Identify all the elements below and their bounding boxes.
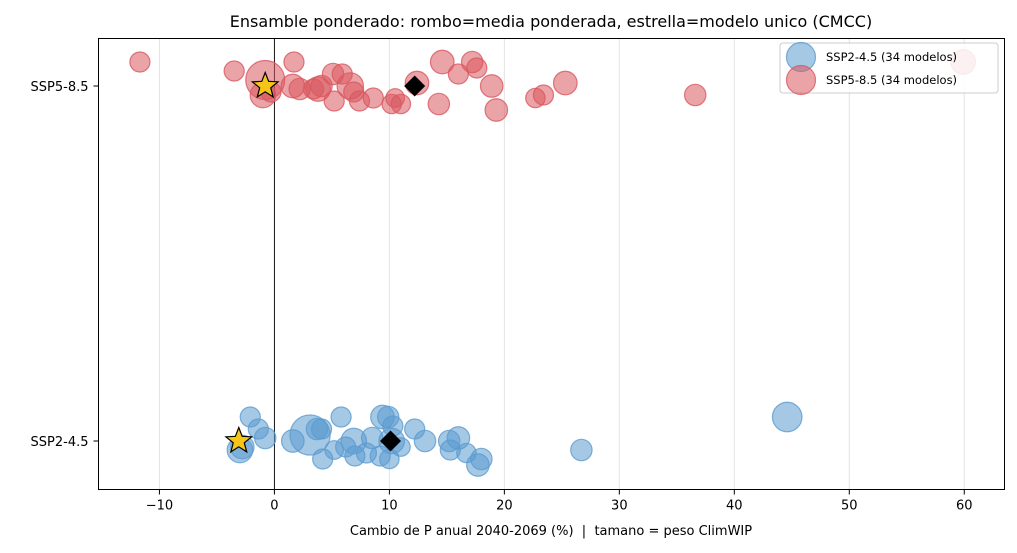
cmcc-single-model-star-SSP2-4.5 [224,425,254,454]
series-SSP5-8.5 [129,49,976,122]
legend-marker-SSP5-8.5 [785,64,817,96]
data-point-SSP5-8.5-1 [223,60,245,82]
y-tick-label-1: SSP5-8.5 [31,80,89,95]
cmcc-single-model-star-SSP5-8.5 [250,70,280,99]
data-point-SSP5-8.5-25 [479,74,504,98]
plot-frame [98,38,1005,490]
data-point-SSP5-8.5-0 [129,51,151,73]
data-point-SSP2-4.5-8 [310,418,333,440]
x-tick-label-4: 30 [611,499,628,514]
data-point-SSP5-8.5-29 [552,70,578,96]
weighted-mean-diamond-SSP2-4.5 [380,430,402,452]
data-point-SSP5-8.5-10 [323,90,345,112]
x-axis-title: Cambio de P anual 2040-2069 (%) | tamano… [350,524,752,539]
data-point-SSP5-8.5-4 [283,51,305,73]
series-SSP2-4.5 [226,401,803,477]
data-point-SSP5-8.5-24 [466,57,488,79]
markers-layer [224,70,426,454]
data-point-SSP5-8.5-28 [532,84,555,106]
data-point-SSP5-8.5-26 [484,98,509,122]
data-point-SSP5-8.5-21 [429,49,455,75]
x-tick-label-3: 20 [496,499,513,514]
x-tick-label-7: 60 [956,499,973,514]
data-point-SSP2-4.5-32 [324,440,345,460]
points-layer [129,49,976,477]
legend-label-SSP5-8.5: SSP5-8.5 (34 modelos) [826,73,957,87]
data-point-SSP2-4.5-23 [413,429,437,453]
y-axis: SSP2-4.5 SSP5-8.5 [31,80,99,450]
weighted-mean-diamond-SSP5-8.5 [404,75,426,97]
data-point-SSP5-8.5-15 [362,87,384,109]
data-point-SSP2-4.5-31 [771,401,803,433]
x-tick-label-5: 40 [726,499,743,514]
legend: SSP2-4.5 (34 modelos) SSP5-8.5 (34 modelo… [779,41,999,96]
x-tick-label-6: 50 [841,499,858,514]
grid-layer [158,38,965,490]
data-point-SSP2-4.5-29 [470,447,493,471]
data-point-SSP5-8.5-20 [427,92,451,116]
data-point-SSP2-4.5-10 [330,406,352,428]
y-tick-label-0: SSP2-4.5 [31,435,89,450]
x-tick-label-2: 10 [381,499,398,514]
data-point-SSP5-8.5-18 [390,93,412,115]
legend-label-SSP2-4.5: SSP2-4.5 (34 modelos) [826,50,957,64]
data-point-SSP2-4.5-30 [570,438,593,462]
legend-box [779,42,999,94]
x-axis: −10 0 10 20 30 40 50 60 [146,489,973,514]
x-tick-label-1: 0 [270,499,278,514]
x-tick-label-0: −10 [146,499,173,514]
data-point-SSP2-4.5-2 [253,426,277,450]
data-point-SSP5-8.5-33 [302,78,325,100]
chart-title: Ensamble ponderado: rombo=media ponderad… [230,12,872,31]
data-point-SSP5-8.5-30 [683,83,707,107]
